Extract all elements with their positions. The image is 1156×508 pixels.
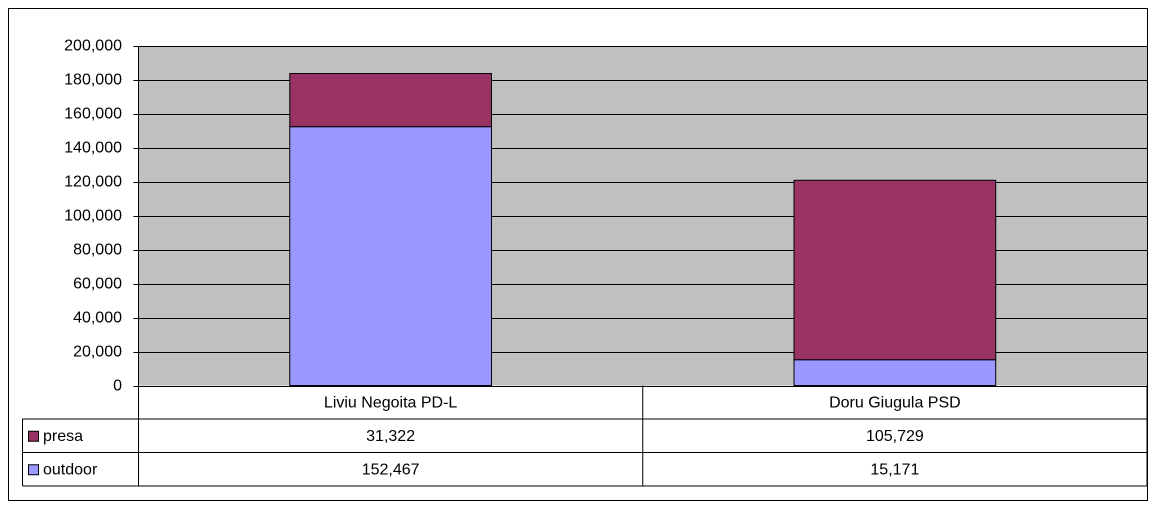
y-tick-label: 120,000 (64, 174, 122, 191)
bar-segment (793, 179, 997, 361)
y-tick-label: 40,000 (73, 310, 122, 327)
data-label: 15,171 (870, 461, 919, 478)
legend-label: presa (43, 428, 83, 445)
y-tick-label: 0 (113, 378, 122, 395)
legend-swatch (28, 464, 39, 476)
y-tick-label: 160,000 (64, 106, 122, 123)
bar-segment (289, 73, 492, 128)
data-label: 152,467 (362, 461, 420, 478)
x-tick-label: Liviu Negoita PD-L (324, 394, 458, 411)
legend-label: outdoor (43, 461, 98, 478)
y-tick-label: 20,000 (73, 344, 122, 361)
x-tick-label: Doru Giugula PSD (829, 394, 961, 411)
y-tick-label: 80,000 (73, 242, 122, 259)
data-label: 105,729 (866, 428, 924, 445)
y-tick-label: 200,000 (64, 38, 122, 55)
y-tick-label: 180,000 (64, 72, 122, 89)
data-label: 31,322 (366, 428, 415, 445)
y-tick-label: 100,000 (64, 208, 122, 225)
legend-swatch (28, 430, 39, 442)
y-tick-label: 140,000 (64, 140, 122, 157)
bar-segment (289, 126, 492, 387)
bar-segment (793, 359, 997, 386)
y-tick-label: 60,000 (73, 276, 122, 293)
